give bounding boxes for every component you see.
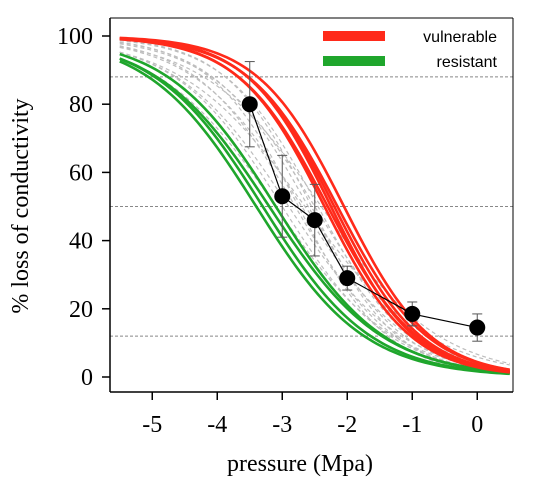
reference-lines — [110, 76, 513, 337]
y-axis-label: % loss of conductivity — [8, 98, 34, 313]
x-tick-label: -4 — [207, 412, 227, 438]
observed-point — [274, 188, 291, 205]
y-tick-label: 80 — [69, 92, 93, 118]
legend: vulnerable resistant — [323, 29, 498, 71]
observed-line — [249, 104, 478, 329]
background-curve — [119, 51, 510, 366]
observed-point — [241, 96, 258, 113]
observed-point — [469, 319, 486, 336]
y-tick-label: 40 — [69, 229, 93, 255]
x-axis-label: pressure (Mpa) — [227, 451, 373, 477]
y-tick-label: 60 — [69, 160, 93, 186]
resistant-curve — [119, 57, 510, 375]
observed-point — [404, 305, 421, 322]
legend-swatch — [323, 56, 385, 66]
x-tick-label: -1 — [402, 412, 422, 438]
legend-label: resistant — [437, 54, 498, 71]
observed-series — [241, 61, 486, 342]
legend-label: vulnerable — [423, 29, 497, 46]
resistant-curve — [119, 52, 510, 374]
x-tick-label: 0 — [471, 412, 483, 438]
axes: -5 -4 -3 -2 -1 0 0 20 40 60 80 100 — [57, 17, 514, 438]
y-tick-label: 0 — [81, 365, 93, 391]
x-tick-label: -2 — [337, 412, 357, 438]
y-tick-label: 20 — [69, 297, 93, 323]
legend-swatch — [323, 31, 385, 41]
vulnerable-curve — [119, 36, 510, 372]
y-tick-label: 100 — [57, 24, 93, 50]
observed-point — [306, 212, 323, 229]
vulnerable-curve — [119, 37, 510, 372]
background-curve — [119, 39, 510, 375]
observed-point — [339, 270, 356, 287]
x-tick-label: -5 — [142, 412, 162, 438]
x-tick-label: -3 — [272, 412, 292, 438]
